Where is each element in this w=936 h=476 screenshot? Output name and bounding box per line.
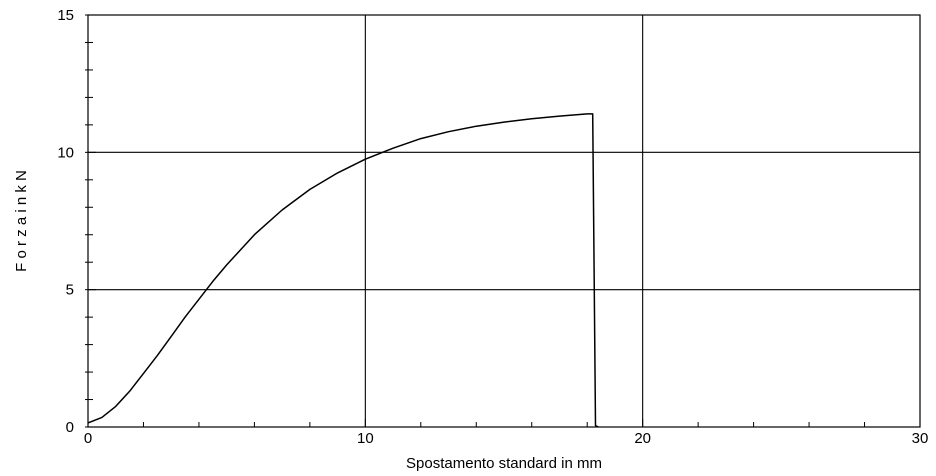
- data-point: [129, 390, 131, 392]
- data-point: [531, 118, 533, 120]
- data-point: [281, 209, 283, 211]
- series-line: [87, 113, 599, 428]
- data-point: [365, 158, 367, 160]
- data-point: [184, 316, 186, 318]
- data-point: [392, 147, 394, 149]
- x-tick-label: 20: [634, 430, 651, 447]
- series: [87, 113, 599, 428]
- data-point: [559, 115, 561, 117]
- data-point: [448, 131, 450, 133]
- x-axis-label: Spostamento standard in mm: [406, 455, 602, 471]
- data-point: [597, 426, 599, 428]
- axes: [87, 14, 921, 428]
- y-tick-label: 10: [57, 144, 74, 161]
- data-point: [586, 113, 588, 115]
- data-point: [595, 425, 597, 427]
- y-tick-label: 15: [57, 7, 74, 24]
- y-axis-label: F o r z a i n k N: [13, 170, 30, 272]
- data-point: [198, 298, 200, 300]
- data-point: [592, 113, 594, 115]
- data-point: [475, 125, 477, 127]
- data-point: [101, 417, 103, 419]
- y-tick-label: 5: [66, 282, 74, 299]
- plot-frame: [87, 14, 921, 428]
- data-point: [226, 264, 228, 266]
- ticks: 0 10 20 30 0 5 10 15: [57, 7, 928, 447]
- x-tick-label: 30: [912, 430, 929, 447]
- data-point: [115, 406, 117, 408]
- data-point: [254, 234, 256, 236]
- x-tick-label: 0: [84, 430, 92, 447]
- x-tick-label: 10: [357, 430, 374, 447]
- data-point: [420, 138, 422, 140]
- data-point: [309, 189, 311, 191]
- data-point: [337, 172, 339, 174]
- y-tick-label: 0: [66, 419, 74, 436]
- data-point: [503, 121, 505, 123]
- data-point: [157, 355, 159, 357]
- grid: [88, 15, 920, 427]
- data-point: [87, 422, 89, 424]
- data-point: [143, 373, 145, 375]
- data-point: [170, 336, 172, 338]
- data-point: [212, 281, 214, 283]
